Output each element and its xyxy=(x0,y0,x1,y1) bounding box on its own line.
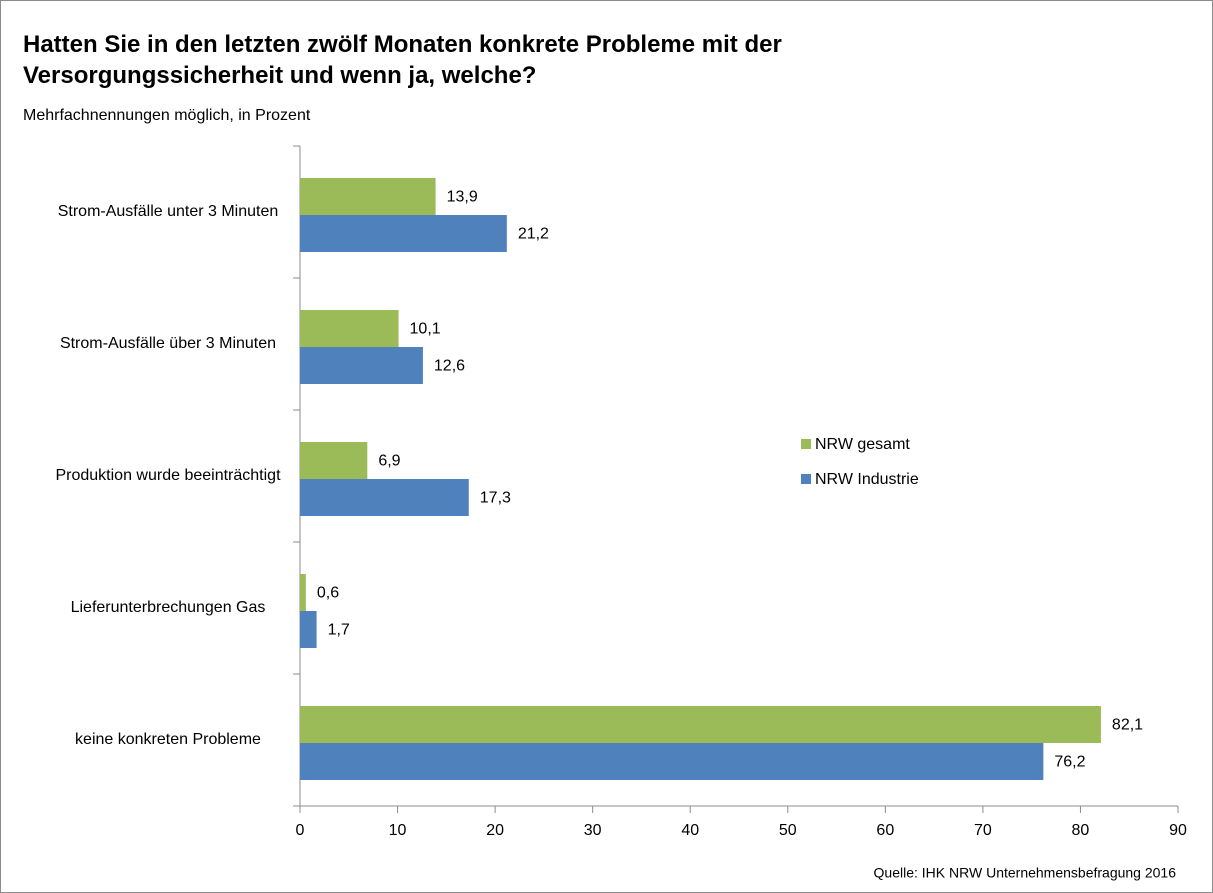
value-label: 13,9 xyxy=(447,189,478,206)
value-label: 6,9 xyxy=(378,453,400,470)
bar xyxy=(300,347,423,384)
value-label: 17,3 xyxy=(480,490,511,507)
x-tick-label: 40 xyxy=(681,822,699,839)
category-label: Strom-Ausfälle unter 3 Minuten xyxy=(57,203,279,220)
x-tick-label: 90 xyxy=(1169,822,1187,839)
value-label: 82,1 xyxy=(1112,717,1143,734)
value-label: 1,7 xyxy=(328,622,350,639)
value-label: 21,2 xyxy=(518,226,549,243)
legend-label: NRW gesamt xyxy=(815,436,910,453)
source: Quelle: IHK NRW Unternehmensbefragung 20… xyxy=(874,865,1177,881)
category-label: Produktion wurde beeinträchtigt xyxy=(55,467,281,484)
x-tick-label: 10 xyxy=(389,822,407,839)
legend-swatch xyxy=(801,474,811,484)
x-tick-label: 70 xyxy=(974,822,992,839)
legend-swatch xyxy=(801,439,811,449)
bar xyxy=(300,706,1101,743)
x-tick-label: 0 xyxy=(296,822,305,839)
value-label: 76,2 xyxy=(1054,754,1085,771)
x-tick-label: 30 xyxy=(584,822,602,839)
category-label: Strom-Ausfälle über 3 Minuten xyxy=(59,335,277,352)
value-label: 10,1 xyxy=(410,321,441,338)
chart-subtitle: Mehrfachnennungen möglich, in Prozent xyxy=(23,107,311,124)
bar xyxy=(300,479,469,516)
chart-title: Hatten Sie in den letzten zwölf Monaten … xyxy=(23,31,782,89)
bar xyxy=(300,574,306,611)
category-label: Lieferunterbrechungen Gas xyxy=(70,599,266,616)
bar xyxy=(300,611,317,648)
bar xyxy=(300,743,1044,780)
bar xyxy=(300,310,399,347)
category-label: keine konkreten Probleme xyxy=(75,731,261,748)
bar xyxy=(300,178,436,215)
x-tick-label: 80 xyxy=(1072,822,1090,839)
x-tick-label: 20 xyxy=(486,822,504,839)
x-tick-label: 50 xyxy=(779,822,797,839)
x-tick-label: 60 xyxy=(876,822,894,839)
value-label: 12,6 xyxy=(434,358,465,375)
legend-label: NRW Industrie xyxy=(815,471,919,488)
value-label: 0,6 xyxy=(317,585,339,602)
bar xyxy=(300,442,368,479)
bar xyxy=(300,215,507,252)
